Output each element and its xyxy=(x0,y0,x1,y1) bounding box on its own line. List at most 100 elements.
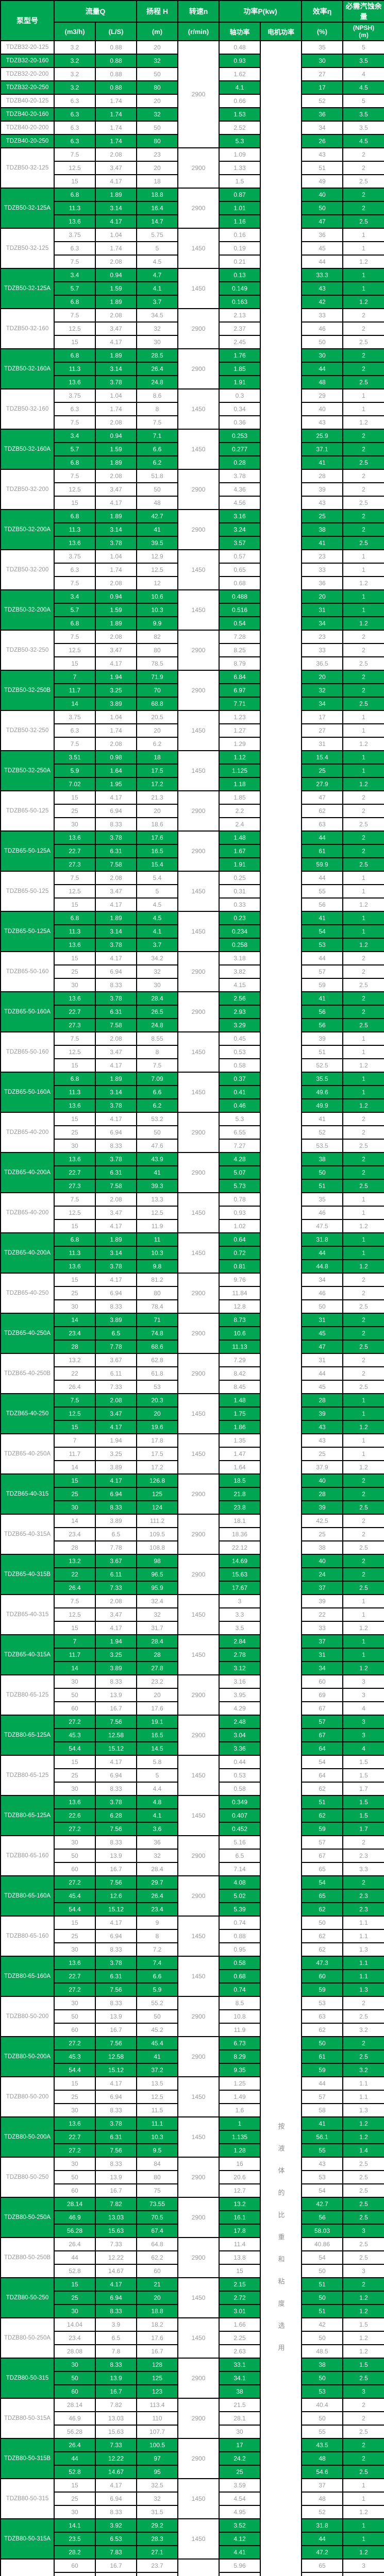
head-cell: 32 xyxy=(136,1607,179,1622)
flow-m3h-cell: 30 xyxy=(54,817,96,832)
pump-model-cell: TDZB65-50-160 xyxy=(0,951,55,992)
head-cell: 5 xyxy=(136,1768,179,1783)
table-row: 15 4.17 48 4.56 43 2.5 xyxy=(1,496,384,510)
head-cell: 60 xyxy=(136,2264,179,2278)
flow-m3h-cell: 7.5 xyxy=(54,630,96,644)
shaft-power-cell: 3.16 xyxy=(219,1674,261,1689)
efficiency-cell: 31 xyxy=(301,1353,344,1367)
flow-m3h-cell: 13.6 xyxy=(54,214,96,229)
pump-model-cell: TDZB50-32-160A xyxy=(0,429,55,470)
shaft-power-cell: 0.3 xyxy=(219,388,261,403)
flow-ls-cell: 6.31 xyxy=(94,1005,138,1019)
efficiency-cell: 20 xyxy=(301,589,344,604)
flow-ls-cell: 6.5 xyxy=(94,1326,138,1341)
head-cell: 19.1 xyxy=(136,1715,179,1729)
flow-ls-cell: 4.17 xyxy=(94,1219,138,1233)
npsh-cell: 2.5 xyxy=(342,857,384,872)
head-cell: 30 xyxy=(136,335,179,349)
table-row: 25 6.94 50 6.55 52 2 xyxy=(1,1125,384,1140)
npsh-cell: 1 xyxy=(342,549,384,564)
table-row: TDZB65-40-250A 14 3.89 71 2900 8.73 31 2 xyxy=(0,1313,384,1354)
efficiency-cell: 28 xyxy=(301,1487,344,1501)
head-cell: 53.2 xyxy=(136,1112,179,1126)
efficiency-cell: 43 xyxy=(301,415,344,430)
efficiency-cell: 53.5 xyxy=(301,1139,344,1153)
pump-model-cell: TDZB50-32-250 xyxy=(0,630,55,671)
pump-model-cell: TDZB100-80-125 xyxy=(0,2558,55,2576)
efficiency-cell: 62 xyxy=(301,1902,344,1917)
table-row: 7.02 1.95 17.2 1.18 27.9 1.2 xyxy=(1,777,384,791)
shaft-power-cell: 0.349 xyxy=(219,1795,261,1809)
head-cell: 14.5 xyxy=(136,1741,179,1756)
head-cell: 8.55 xyxy=(136,1031,179,1046)
pump-model-cell: TDZB65-40-200 xyxy=(0,1192,55,1233)
efficiency-cell: 31 xyxy=(301,1648,344,1662)
efficiency-cell: 38 xyxy=(301,522,344,537)
table-row: 45.4 12.6 26.4 5.02 65 2.3 xyxy=(1,1889,384,1903)
flow-ls-cell: 7.8 xyxy=(94,2344,138,2359)
efficiency-cell: 43 xyxy=(301,281,344,296)
speed-cell: 2900 xyxy=(177,1473,220,1515)
table-row: 27.3 7.58 39.3 5.73 51 2.5 xyxy=(1,1179,384,1193)
efficiency-cell: 54 xyxy=(301,1875,344,1890)
table-row: TDZB50-32-200A 6.8 1.89 42.7 2900 3.16 25 2 xyxy=(0,509,384,550)
flow-ls-cell: 0.88 xyxy=(94,54,138,68)
shaft-power-cell: 4.56 xyxy=(219,496,261,510)
flow-m3h-cell: 14 xyxy=(54,1460,96,1475)
shaft-power-cell: 2.84 xyxy=(219,1634,261,1649)
efficiency-cell: 53 xyxy=(301,2384,344,2399)
efficiency-cell: 36 xyxy=(301,576,344,590)
flow-ls-cell: 7.56 xyxy=(94,1982,138,1997)
npsh-cell: 1.2 xyxy=(342,1621,384,1635)
flow-m3h-cell: 15 xyxy=(54,174,96,189)
flow-m3h-cell: 6.8 xyxy=(54,911,96,925)
efficiency-cell: 45 xyxy=(301,241,344,256)
flow-m3h-cell: 3.51 xyxy=(54,750,96,765)
flow-ls-cell: 0.94 xyxy=(94,268,138,282)
flow-ls-cell: 7.78 xyxy=(94,1540,138,1555)
flow-ls-cell: 4.17 xyxy=(94,1916,138,1930)
pump-model-cell: TDZB80-50-200A xyxy=(0,2116,55,2158)
npsh-cell: 2.3 xyxy=(342,1902,384,1917)
table-row: TDZB50-32-200 3.75 1.04 12.9 1450 0.57 23 1 xyxy=(0,549,384,590)
speed-cell: 2900 xyxy=(177,188,220,229)
speed-cell: 1450 xyxy=(177,1232,220,1274)
head-cell: 20 xyxy=(136,1688,179,1702)
efficiency-cell: 48 xyxy=(301,2492,344,2506)
table-row: 15 4.17 30 2.45 50 2.5 xyxy=(1,335,384,349)
npsh-cell: 1 xyxy=(342,1594,384,1608)
flow-m3h-cell: 14 xyxy=(54,1514,96,1528)
flow-ls-cell: 12.58 xyxy=(94,2049,138,2064)
flow-m3h-cell: 54.4 xyxy=(54,2063,96,2077)
flow-m3h-cell: 13.2 xyxy=(54,1554,96,1568)
head-cell: 23.7 xyxy=(136,2558,179,2573)
flow-m3h-cell: 45.3 xyxy=(54,1728,96,1742)
flow-ls-cell: 1.94 xyxy=(94,670,138,684)
shaft-power-cell: 3.82 xyxy=(219,964,261,979)
shaft-power-cell: 2.72 xyxy=(219,2291,261,2305)
table-row: 11.7 3.25 70 6.97 32 2 xyxy=(1,683,384,698)
speed-cell: 2900 xyxy=(177,1996,220,2037)
efficiency-cell: 63 xyxy=(301,2009,344,2024)
efficiency-cell: 32 xyxy=(301,683,344,698)
efficiency-cell: 40.86 xyxy=(301,2237,344,2251)
efficiency-cell: 41 xyxy=(301,911,344,925)
pump-model-cell: TDZB32-20-250 xyxy=(0,80,55,95)
head-cell: 24.8 xyxy=(136,375,179,389)
pump-model-cell: TDZB80-50-200 xyxy=(0,1996,55,2037)
flow-ls-cell: 1.74 xyxy=(94,134,138,148)
shaft-power-cell: 0.45 xyxy=(219,1031,261,1046)
npsh-cell: 1 xyxy=(342,2532,384,2546)
efficiency-cell: 52 xyxy=(301,94,344,108)
pump-model-cell: TDZB50-32-125A xyxy=(0,268,55,309)
flow-m3h-cell: 7.02 xyxy=(54,777,96,791)
head-cell: 84 xyxy=(136,2157,179,2171)
head-cell: 26.4 xyxy=(136,362,179,376)
flow-m3h-cell: 14 xyxy=(54,1661,96,1675)
flow-ls-cell: 0.88 xyxy=(94,67,138,81)
npsh-cell: 1.3 xyxy=(342,2103,384,2117)
flow-m3h-cell: 3.4 xyxy=(54,589,96,604)
flow-ls-cell: 3.78 xyxy=(94,1259,138,1274)
efficiency-cell: 54 xyxy=(301,2250,344,2265)
table-row: 12.5 3.47 32 2.37 46 2 xyxy=(1,321,384,336)
